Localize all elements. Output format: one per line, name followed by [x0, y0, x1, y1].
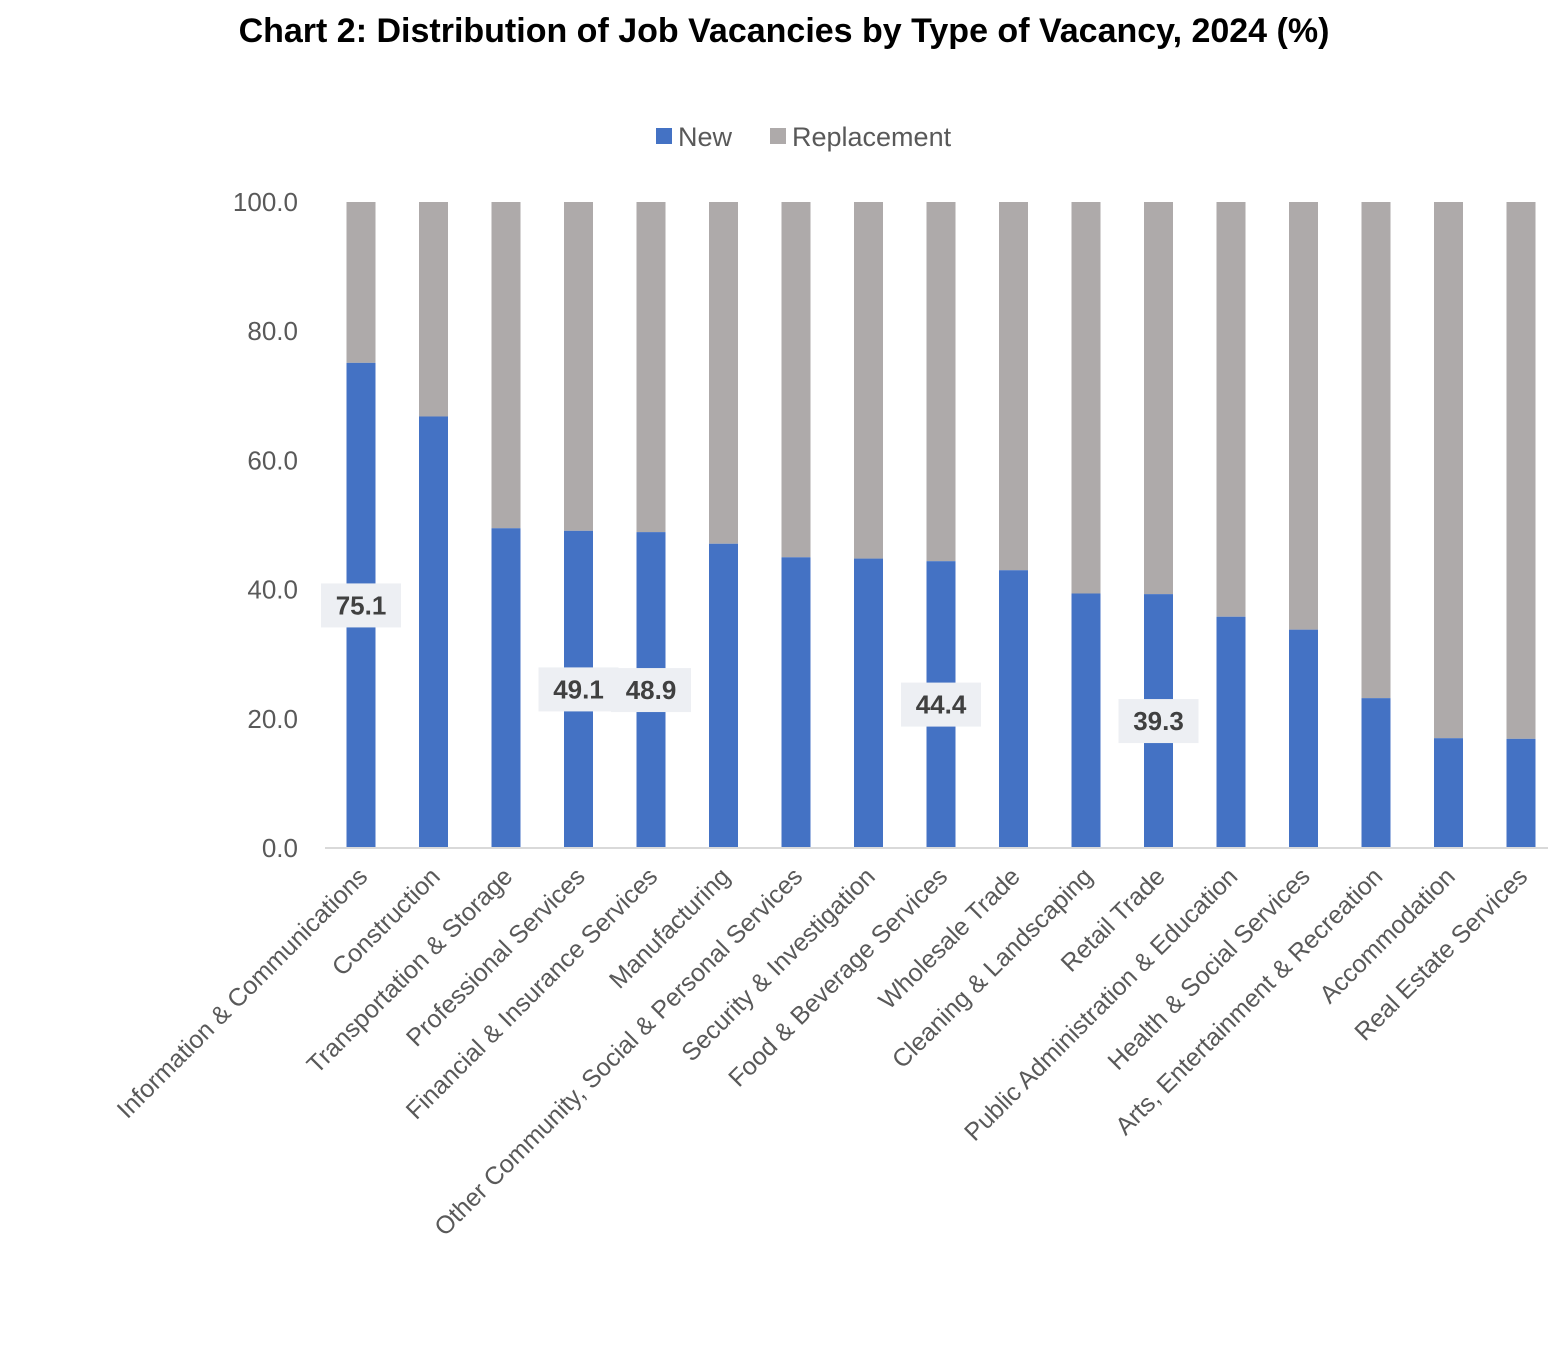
legend-label: Replacement [792, 122, 952, 152]
x-tick-label: Accommodation [1314, 862, 1461, 1009]
bar-replacement [1216, 202, 1246, 617]
x-tick-label: Information & Communications [112, 862, 373, 1123]
data-label-value: 44.4 [916, 690, 967, 720]
y-tick-label: 80.0 [247, 316, 298, 346]
data-label: 39.3 [1118, 699, 1199, 744]
data-label-box [1118, 699, 1199, 744]
bar-replacement [1434, 202, 1463, 739]
y-tick-label: 0.0 [262, 833, 298, 863]
bar-replacement [636, 202, 666, 533]
bar-replacement [1071, 202, 1101, 594]
bar-new [999, 570, 1028, 848]
bar-replacement [926, 202, 956, 562]
bar-new [419, 416, 448, 848]
bar-replacement [491, 202, 521, 529]
bar-replacement [1289, 202, 1318, 630]
bar-replacement [709, 202, 738, 544]
y-tick-label: 20.0 [247, 704, 298, 734]
data-label: 49.1 [538, 667, 619, 712]
x-axis: Information & CommunicationsConstruction… [112, 862, 1533, 1241]
legend-swatch [656, 128, 672, 144]
data-label: 44.4 [901, 682, 981, 727]
bars [346, 202, 1536, 848]
y-axis: 0.0 20.0 40.0 60.0 80.0 100.0 [233, 187, 298, 863]
bar-replacement [1144, 202, 1173, 595]
data-label-value: 48.9 [626, 675, 677, 705]
chart-title: Chart 2: Distribution of Job Vacancies b… [238, 12, 1330, 50]
bar-replacement [999, 202, 1028, 571]
bar-new [1071, 593, 1101, 848]
data-label-value: 75.1 [336, 590, 387, 620]
data-label: 48.9 [611, 668, 691, 713]
data-labels: 75.1 49.1 48.9 44.4 39.3 [321, 583, 1199, 744]
bar-new [854, 558, 883, 848]
bar-new [709, 543, 738, 848]
bar-new [1289, 629, 1318, 848]
bar-replacement [346, 202, 376, 363]
x-tick-label: Arts, Entertainment & Recreation [1110, 862, 1388, 1140]
bar-replacement [419, 202, 448, 417]
y-tick-label: 40.0 [247, 575, 298, 605]
data-label-value: 49.1 [553, 674, 604, 704]
bar-replacement [564, 202, 593, 531]
y-tick-label: 100.0 [233, 187, 298, 217]
data-label-box [538, 667, 619, 712]
legend-swatch [770, 128, 786, 144]
bar-new [781, 557, 811, 848]
bar-replacement [1506, 202, 1536, 739]
data-label-box [611, 668, 691, 713]
bar-new [1216, 616, 1246, 848]
bar-new [1434, 738, 1463, 848]
data-label-box [901, 682, 981, 727]
bar-new [1506, 738, 1536, 848]
bar-replacement [854, 202, 883, 559]
legend-label: New [678, 122, 733, 152]
legend: New Replacement [656, 122, 952, 152]
bar-replacement [781, 202, 811, 558]
data-label-box [321, 583, 401, 628]
data-label-value: 39.3 [1133, 706, 1184, 736]
bar-replacement [1361, 202, 1391, 699]
bar-new [491, 528, 521, 848]
bar-new [1361, 698, 1391, 848]
y-tick-label: 60.0 [247, 445, 298, 475]
data-label: 75.1 [321, 583, 401, 628]
